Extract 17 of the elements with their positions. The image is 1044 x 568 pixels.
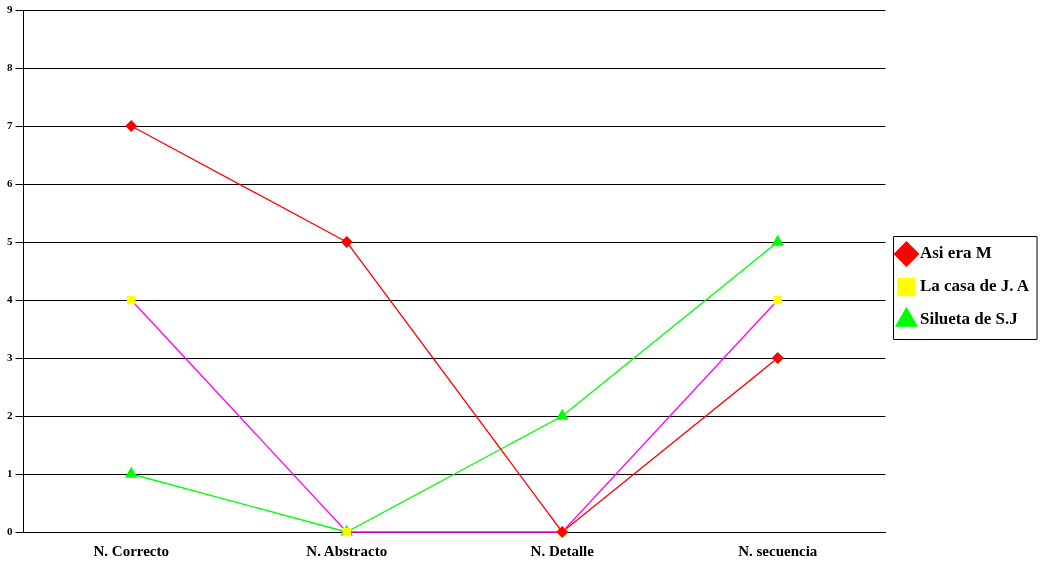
x-tick-label: N. Abstracto xyxy=(306,542,388,559)
y-tick-label: 6 xyxy=(7,176,13,189)
y-tick-label: 8 xyxy=(7,60,13,73)
legend-label: Silueta de S.J xyxy=(919,309,1019,329)
y-tick-label: 9 xyxy=(7,2,13,15)
y-tick-label: 7 xyxy=(7,118,13,131)
y-tick-label: 3 xyxy=(7,350,13,363)
x-tick-label: N. Detalle xyxy=(530,542,595,559)
x-tick-label: N. secuencia xyxy=(738,542,818,559)
legend-label: Asi era M xyxy=(919,243,992,263)
y-tick-label: 1 xyxy=(7,466,13,479)
y-tick-label: 0 xyxy=(7,524,13,537)
legend-label: La casa de J. A xyxy=(919,276,1030,296)
x-tick-label: N. Correcto xyxy=(93,542,170,559)
y-tick-label: 5 xyxy=(7,234,13,247)
y-tick-label: 2 xyxy=(7,408,13,421)
y-tick-label: 4 xyxy=(7,292,13,305)
